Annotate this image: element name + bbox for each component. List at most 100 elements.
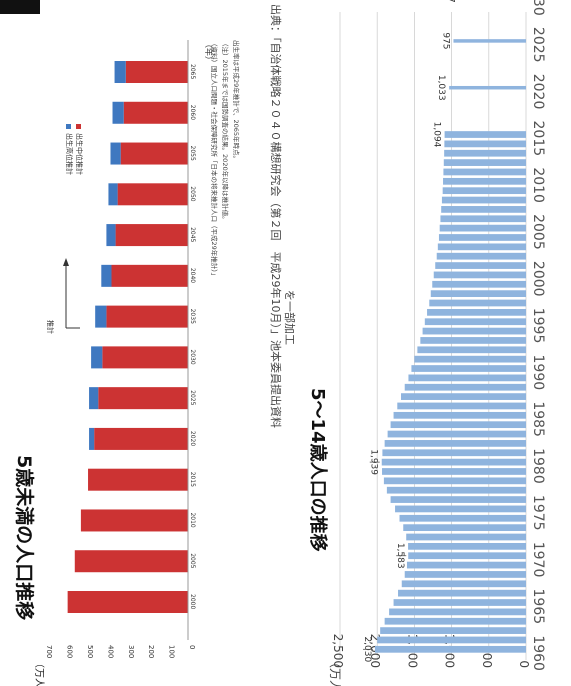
age5to14-data-label-2015: 1,094: [432, 122, 442, 148]
under5-y-tick-100: 100: [168, 645, 176, 658]
age5to14-population-chart: 5～14歳人口の推移 出典：「自治体戦略２０４０構想研究会（第２回 平成29年1…: [269, 0, 546, 686]
age5to14-x-ticks: 1960 1965 1970 1975 1980 1985 1990 1995 2000 2005…: [530, 0, 546, 671]
under5-bar-mid-2045: [115, 224, 188, 247]
age5to14-bar-1986: [397, 402, 526, 410]
under5-bar-mid-2020: [94, 427, 188, 450]
under5-x-tick-2025: 2025: [189, 390, 196, 405]
age5to14-bar-2014: [444, 140, 526, 148]
age5to14-data-label-2020: 1,033: [436, 75, 446, 101]
age5to14-x-tick-2010: 2010: [530, 167, 546, 203]
age5to14-bar-2003: [437, 243, 526, 251]
under5-bar-high-2055: [110, 142, 121, 165]
under5-x-tick-2015: 2015: [189, 472, 196, 487]
age5to14-gridlines: [339, 12, 527, 660]
under5-y-ticks: 0 100 200 300 400 500 600 700: [45, 645, 196, 658]
age5to14-bar-1981: [382, 449, 526, 457]
age5to14-bar-2002: [436, 252, 526, 260]
age5to14-bar-1975: [395, 505, 526, 513]
under5-bar-mid-2010: [80, 509, 188, 532]
age5to14-bar-1993: [420, 337, 526, 344]
age5to14-bar-1960: [374, 645, 526, 653]
under5-x-tick-2035: 2035: [189, 309, 196, 324]
under5-y-tick-200: 200: [147, 645, 155, 658]
legend-label-mid: 出生中位推計: [75, 133, 84, 175]
age5to14-bar-1988: [404, 383, 526, 391]
age5to14-x-tick-1980: 1980: [530, 448, 546, 484]
under5-x-tick-2050: 2050: [189, 186, 196, 201]
under5-bar-high-2040: [101, 264, 112, 287]
under5-bar-mid-2060: [123, 101, 188, 124]
age5to14-y-tick-0: 0: [517, 660, 531, 668]
age5to14-bar-2006: [440, 215, 526, 223]
under5-x-tick-2020: 2020: [189, 431, 196, 446]
under5-bar-high-2050: [108, 183, 118, 206]
age5to14-source: 出典：「自治体戦略２０４０構想研究会（第２回 平成29年10月）」池本委員提出資…: [269, 4, 297, 428]
age5to14-bar-1979: [382, 468, 526, 475]
age5to14-bars: [374, 39, 526, 653]
age5to14-bar-1994: [422, 327, 526, 335]
under5-x-tick-2065: 2065: [189, 64, 196, 79]
under5-bar-mid-2030: [102, 346, 188, 369]
under5-note-0: （資料）国立人口問題・社会保障研究所「日本の将来推計人口（平成29年推計）」: [210, 40, 219, 279]
age5to14-bar-1977: [386, 486, 526, 494]
age5to14-bar-1962: [380, 627, 526, 634]
age5to14-x-tick-1975: 1975: [530, 495, 546, 531]
age5to14-bar-1969: [406, 561, 526, 569]
age5to14-bar-1978: [383, 477, 526, 485]
age5to14-x-tick-2020: 2020: [530, 74, 546, 110]
age5to14-bar-1982: [384, 440, 526, 447]
age5to14-bar-2009: [442, 187, 526, 195]
age5to14-bar-2000: [433, 271, 526, 279]
under5-bar-mid-2025: [98, 387, 188, 410]
age5to14-source-1: を一部加工: [283, 290, 297, 345]
legend-label-high: 出生高位推計: [65, 133, 74, 175]
age5to14-source-0: 出典：「自治体戦略２０４０構想研究会（第２回 平成29年10月）」池本委員提出資…: [269, 4, 283, 428]
age5to14-bar-1999: [432, 280, 526, 288]
age5to14-bar-1968: [404, 571, 526, 578]
under5-y-tick-300: 300: [127, 645, 135, 658]
under5-x-tick-2055: 2055: [189, 146, 196, 161]
age5to14-x-tick-1970: 1970: [530, 542, 546, 578]
under5-chart-title: 5歳未満の人口推移: [13, 455, 36, 620]
age5to14-bar-1965: [393, 599, 526, 606]
under5-bars: [67, 61, 188, 613]
age5to14-x-tick-1965: 1965: [530, 589, 546, 625]
under5-bar-mid-2015: [88, 468, 188, 491]
age5to14-data-label-2025: 975: [440, 32, 450, 49]
age5to14-x-tick-2015: 2015: [530, 121, 546, 157]
age5to14-y-unit: （万人）: [328, 656, 342, 686]
under5-legend: 出生高位推計 出生中位推計: [65, 124, 84, 175]
under5-x-tick-2060: 2060: [189, 105, 196, 120]
age5to14-bar-1970: [408, 552, 526, 560]
age5to14-bar-1987: [401, 393, 526, 400]
age5to14-data-label-2030: 907: [446, 0, 456, 3]
under5-x-tick-2000: 2000: [189, 594, 196, 609]
age5to14-bar-1966: [398, 589, 526, 597]
age5to14-y-tick-2500: 2,500: [331, 634, 345, 668]
under5-population-chart: 5歳未満の人口推移 （万人） 0 100 200 300 400 500 600 700 20…: [13, 40, 241, 686]
under5-projection-arrow: 推計: [46, 258, 80, 334]
age5to14-bar-1995: [424, 318, 526, 326]
age5to14-bar-1989: [408, 374, 526, 382]
under5-x-tick-2045: 2045: [189, 227, 196, 242]
age5to14-bar-2008: [441, 196, 526, 204]
age5to14-bar-1972: [406, 533, 526, 541]
age5to14-x-tick-2025: 2025: [530, 27, 546, 63]
age5to14-bar-1971: [408, 542, 526, 550]
age5to14-bar-1961: [377, 636, 526, 644]
under5-bar-high-2045: [106, 224, 116, 247]
age5to14-bar-2007: [441, 206, 526, 213]
age5to14-bar-2001: [435, 262, 526, 269]
under5-bar-mid-2005: [74, 550, 188, 573]
under5-bar-mid-2040: [111, 264, 188, 287]
age5to14-bar-1985: [393, 411, 526, 419]
under5-bar-mid-2065: [125, 61, 188, 83]
age5to14-x-tick-1995: 1995: [530, 308, 546, 344]
under5-y-tick-400: 400: [106, 645, 114, 658]
age5to14-x-tick-1985: 1985: [530, 401, 546, 437]
age5to14-bar-1973: [403, 524, 526, 532]
age5to14-bar-1998: [430, 290, 526, 298]
under5-x-tick-2010: 2010: [189, 512, 196, 527]
